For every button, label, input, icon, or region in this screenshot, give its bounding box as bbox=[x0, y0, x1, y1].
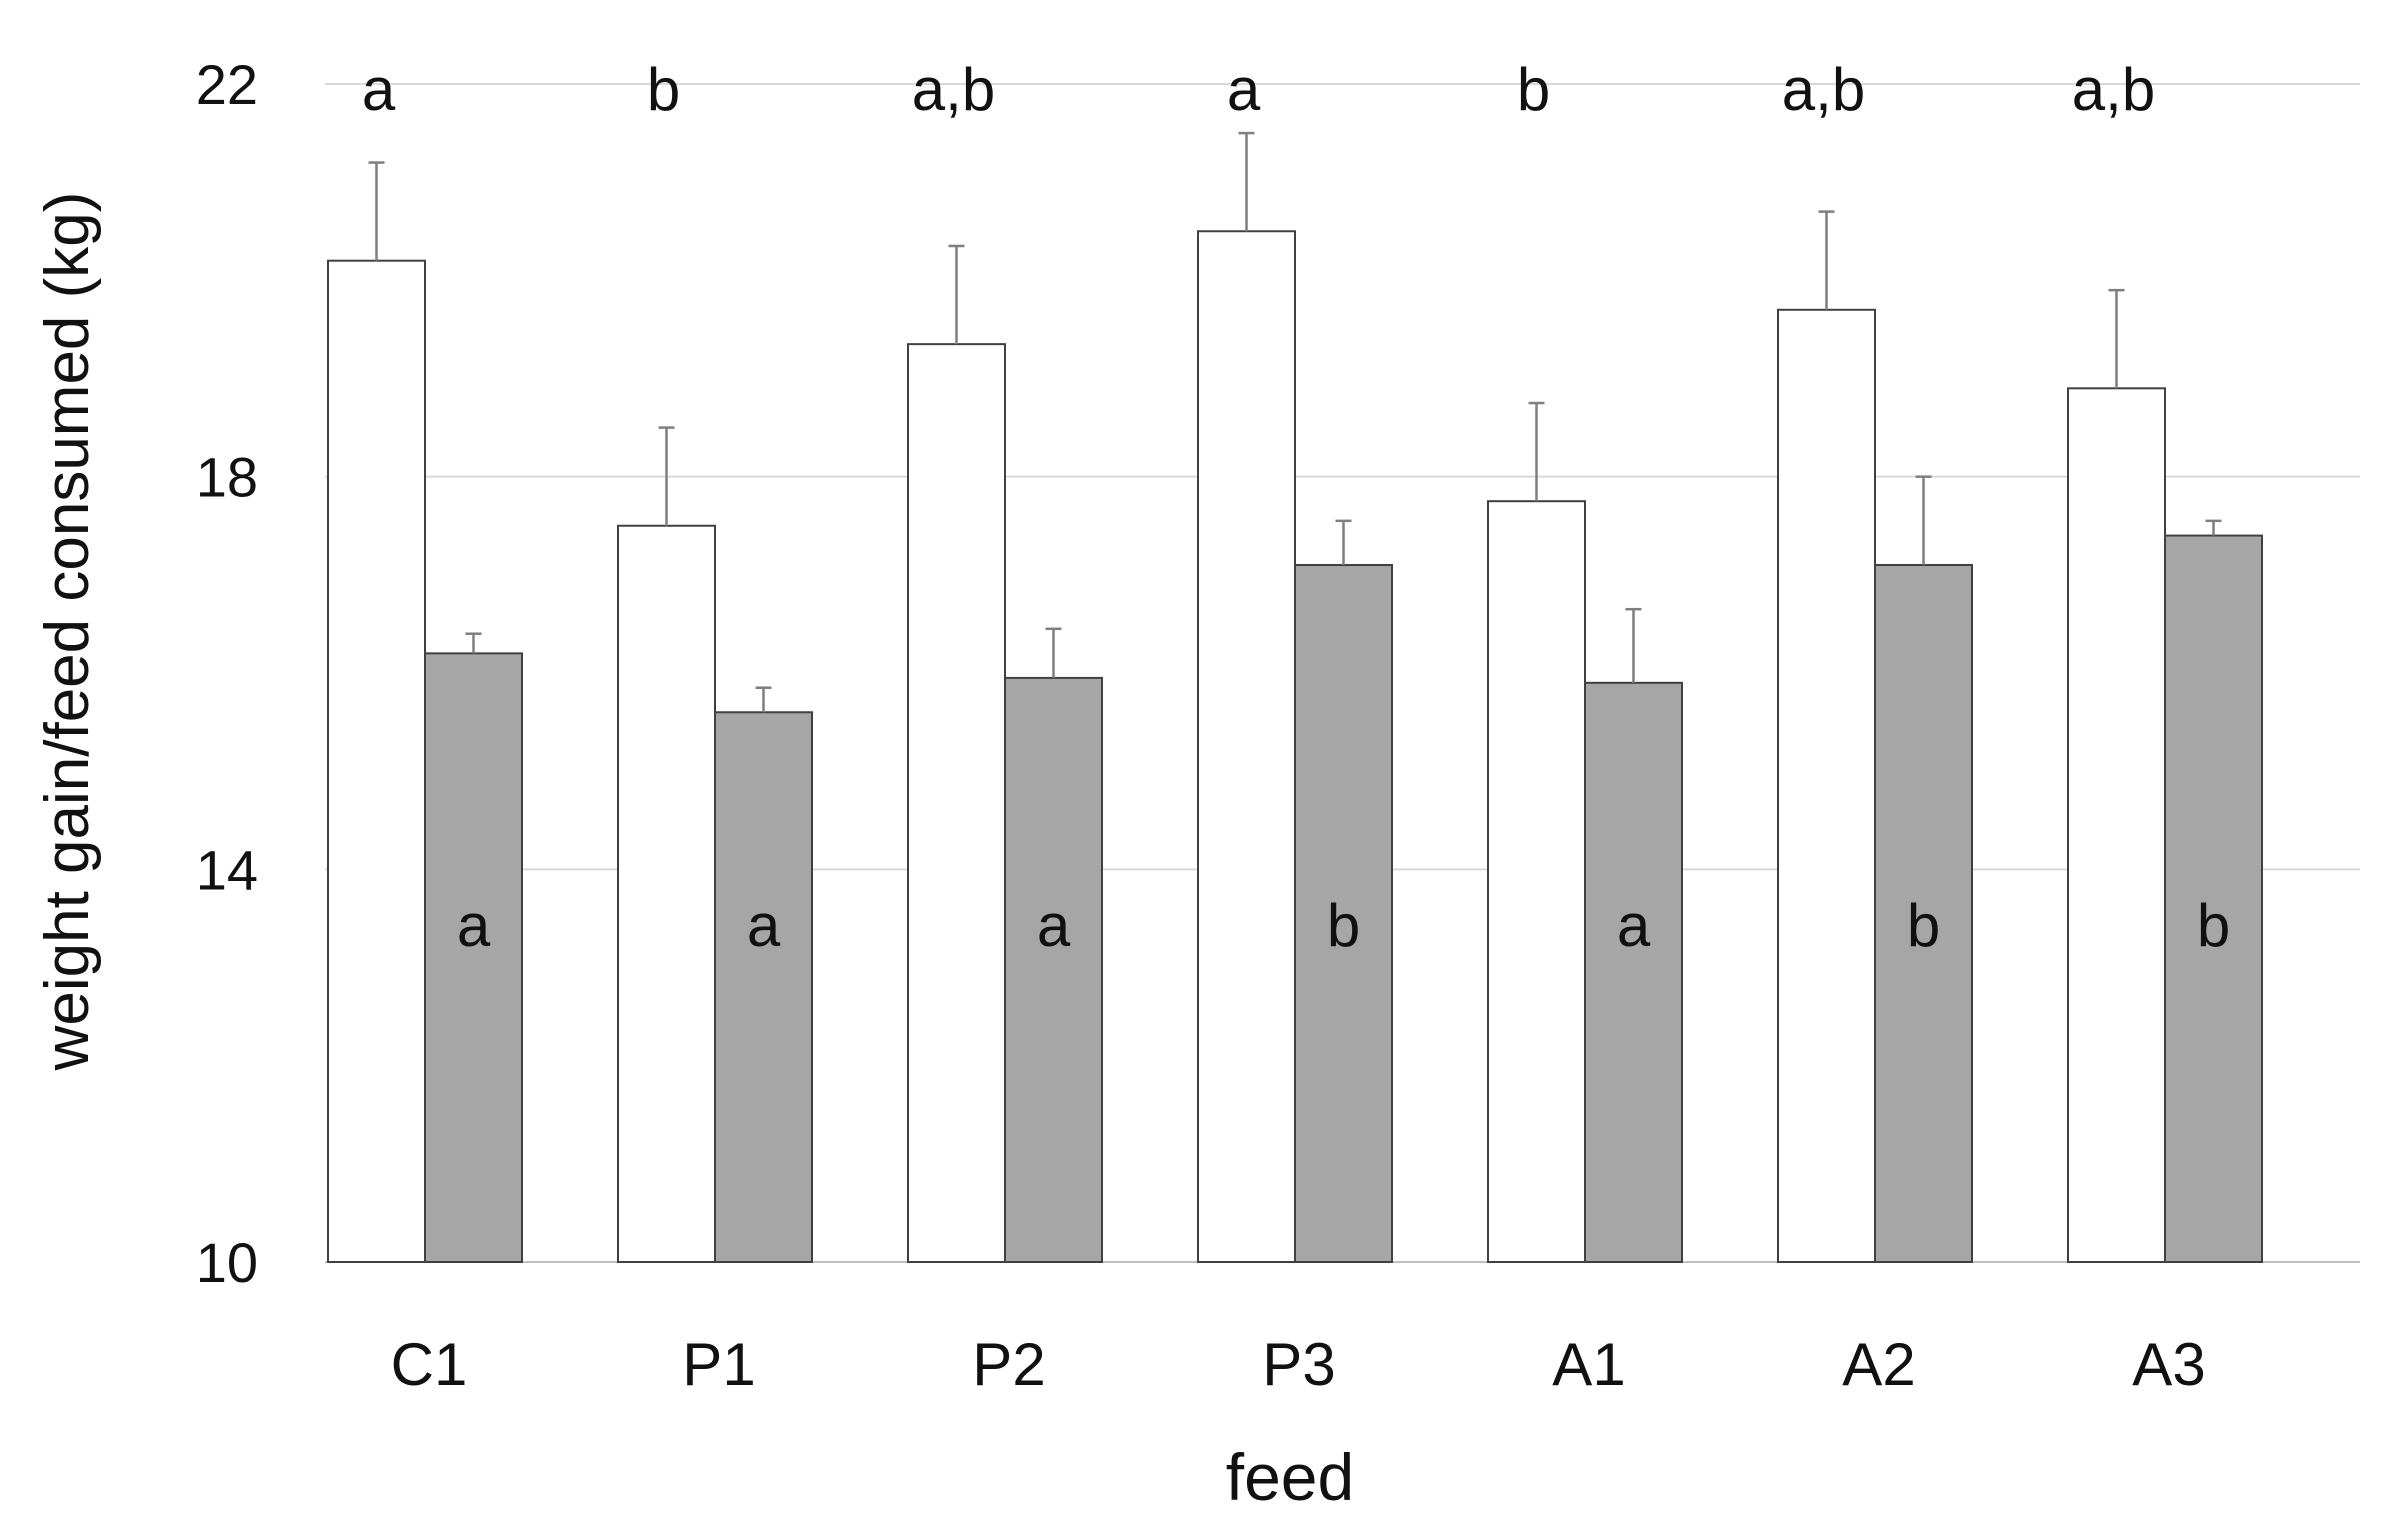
significance-letter: a bbox=[1227, 56, 1261, 123]
y-tick-label: 18 bbox=[196, 446, 258, 509]
x-tick-label: P2 bbox=[972, 1331, 1045, 1398]
significance-letter: a bbox=[1037, 892, 1071, 959]
significance-letter: a bbox=[1617, 892, 1651, 959]
bar bbox=[907, 343, 1006, 1263]
bar bbox=[2164, 534, 2263, 1263]
bar bbox=[1294, 564, 1393, 1263]
significance-letter: a,b bbox=[1782, 56, 1865, 123]
y-tick-label: 22 bbox=[196, 53, 258, 116]
bar bbox=[2067, 387, 2166, 1264]
significance-letters: a a b a a,b a a b b a a,b b a,b b bbox=[362, 56, 2230, 959]
significance-letter: a bbox=[362, 56, 396, 123]
bar bbox=[1777, 308, 1876, 1263]
bars bbox=[327, 230, 2263, 1264]
significance-letter: a,b bbox=[912, 56, 995, 123]
x-tick-label: A3 bbox=[2132, 1331, 2205, 1398]
bar bbox=[1197, 230, 1296, 1263]
error-bars bbox=[368, 131, 2222, 713]
bar bbox=[1874, 564, 1973, 1263]
bar bbox=[1004, 676, 1103, 1263]
significance-letter: b bbox=[1517, 56, 1550, 123]
significance-letter: b bbox=[647, 56, 680, 123]
significance-letter: b bbox=[2197, 892, 2230, 959]
x-axis-label: feed bbox=[1226, 1440, 1354, 1514]
significance-letter: a bbox=[457, 892, 491, 959]
x-tick-label: P3 bbox=[1262, 1331, 1335, 1398]
significance-letter: a bbox=[747, 892, 781, 959]
bar bbox=[327, 259, 426, 1263]
significance-letter: b bbox=[1327, 892, 1360, 959]
bar bbox=[714, 711, 813, 1263]
y-tick-label: 14 bbox=[196, 838, 258, 901]
x-tick-label: P1 bbox=[682, 1331, 755, 1398]
x-tick-labels: C1 P1 P2 P3 A1 A2 A3 bbox=[391, 1331, 2206, 1398]
bar bbox=[1584, 681, 1683, 1263]
y-tick-labels: 10 14 18 22 bbox=[196, 53, 258, 1294]
y-tick-label: 10 bbox=[196, 1231, 258, 1294]
y-axis-label: weight gain/feed consumed (kg) bbox=[33, 192, 102, 1072]
bar bbox=[1487, 500, 1586, 1264]
x-tick-label: C1 bbox=[391, 1331, 468, 1398]
x-tick-label: A1 bbox=[1552, 1331, 1625, 1398]
x-tick-label: A2 bbox=[1842, 1331, 1915, 1398]
significance-letter: b bbox=[1907, 892, 1940, 959]
significance-letter: a,b bbox=[2072, 56, 2155, 123]
bar bbox=[617, 524, 716, 1263]
bar bbox=[424, 652, 523, 1263]
